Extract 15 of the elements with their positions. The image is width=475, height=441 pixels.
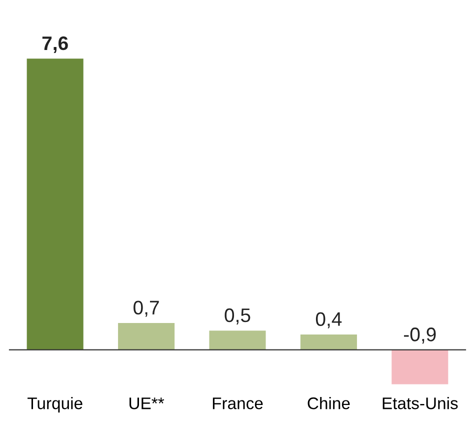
bar xyxy=(392,350,448,384)
data-label: -0,9 xyxy=(404,328,436,344)
bar xyxy=(209,330,266,350)
data-label: 0,5 xyxy=(224,308,250,324)
bar xyxy=(300,334,357,350)
bar xyxy=(118,322,175,350)
x-tick-label: France xyxy=(212,398,263,410)
x-tick-label: Etats-Unis xyxy=(382,396,458,410)
bar xyxy=(26,58,84,350)
data-label: 7,6 xyxy=(42,36,68,53)
x-tick-label: Turquie xyxy=(28,396,82,413)
data-label: 0,7 xyxy=(134,300,159,317)
x-tick-label: Chine xyxy=(308,396,350,410)
data-label: 0,4 xyxy=(316,312,342,328)
x-tick-label: UE** xyxy=(130,398,164,410)
